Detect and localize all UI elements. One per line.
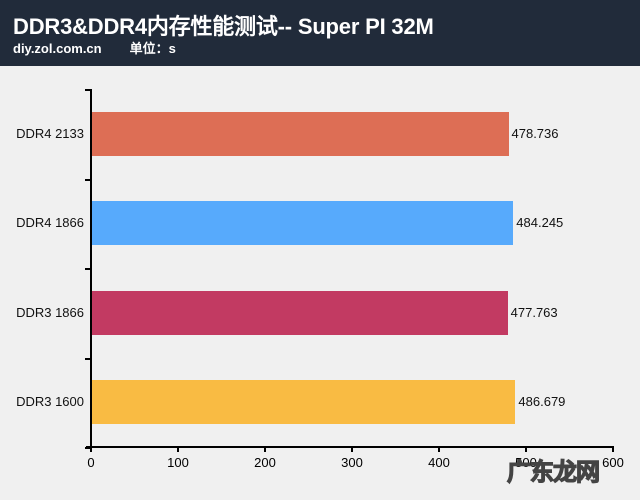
x-tick-label: 200 xyxy=(254,455,276,470)
y-axis xyxy=(90,89,92,448)
x-tick xyxy=(612,446,614,452)
bar-ddr4-1866 xyxy=(92,201,514,246)
x-tick-label: 400 xyxy=(428,455,450,470)
value-label: 478.736 xyxy=(511,125,559,141)
x-tick xyxy=(525,446,527,452)
x-tick xyxy=(438,446,440,452)
bar-ddr3-1866 xyxy=(92,290,508,335)
chart-subtitle: diy.zol.com.cn 单位：s xyxy=(13,38,176,57)
x-tick-label: 0 xyxy=(87,455,95,470)
bar-ddr4-2133 xyxy=(92,111,509,156)
source-site: diy.zol.com.cn xyxy=(13,41,102,56)
category-label: DDR4 1866 xyxy=(16,215,84,231)
x-tick-label: 100 xyxy=(167,455,189,470)
unit-label: 单位：s xyxy=(129,41,176,56)
bar-ddr3-1600 xyxy=(92,380,516,425)
x-tick-label: 300 xyxy=(341,455,363,470)
y-tick xyxy=(85,357,91,360)
value-label: 484.245 xyxy=(516,215,564,231)
y-tick xyxy=(85,447,91,449)
y-tick xyxy=(85,89,91,91)
category-label: DDR4 2133 xyxy=(16,125,84,141)
x-axis xyxy=(86,446,614,448)
chart-header: DDR3&DDR4内存性能测试-- Super PI 32M diy.zol.c… xyxy=(0,0,640,66)
watermark: 广东龙网 xyxy=(506,458,600,486)
x-tick-label: 600 xyxy=(602,455,624,470)
x-tick xyxy=(90,446,92,452)
value-label: 477.763 xyxy=(510,304,558,320)
y-tick xyxy=(85,178,91,181)
x-tick-label: 500 xyxy=(515,455,537,470)
chart-title: DDR3&DDR4内存性能测试-- Super PI 32M xyxy=(13,14,434,39)
category-label: DDR3 1600 xyxy=(16,394,84,410)
x-tick xyxy=(264,446,266,452)
category-label: DDR3 1866 xyxy=(16,304,84,320)
value-label: 486.679 xyxy=(518,394,566,410)
x-tick xyxy=(351,446,353,452)
x-tick xyxy=(177,446,179,452)
y-tick xyxy=(85,268,91,270)
